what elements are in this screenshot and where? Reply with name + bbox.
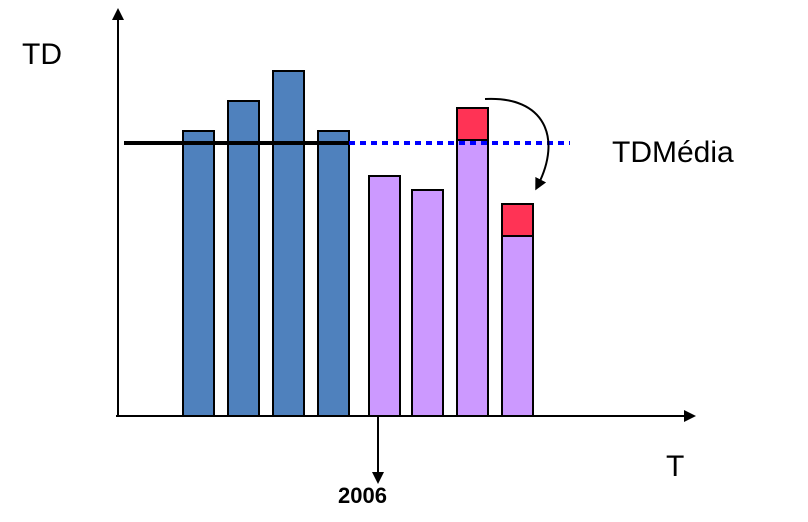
bar-after-5 <box>368 175 401 417</box>
y-axis-label: TD <box>22 38 62 71</box>
bar-after-7 <box>456 139 489 417</box>
bar-excess-7 <box>456 107 489 141</box>
bar-excess-8 <box>501 203 534 237</box>
bar-before-3 <box>272 70 305 417</box>
transfer-curved-arrow <box>484 97 550 191</box>
x-axis-label: T <box>666 450 685 483</box>
bars-group <box>182 70 534 417</box>
bar-before-2 <box>227 100 260 417</box>
bar-after-8 <box>501 235 534 417</box>
bar-after-6 <box>411 189 444 417</box>
bar-before-4 <box>317 130 350 417</box>
year-marker-label: 2006 <box>338 483 387 508</box>
average-label: TDMédia <box>612 136 734 169</box>
bar-before-1 <box>182 130 215 417</box>
